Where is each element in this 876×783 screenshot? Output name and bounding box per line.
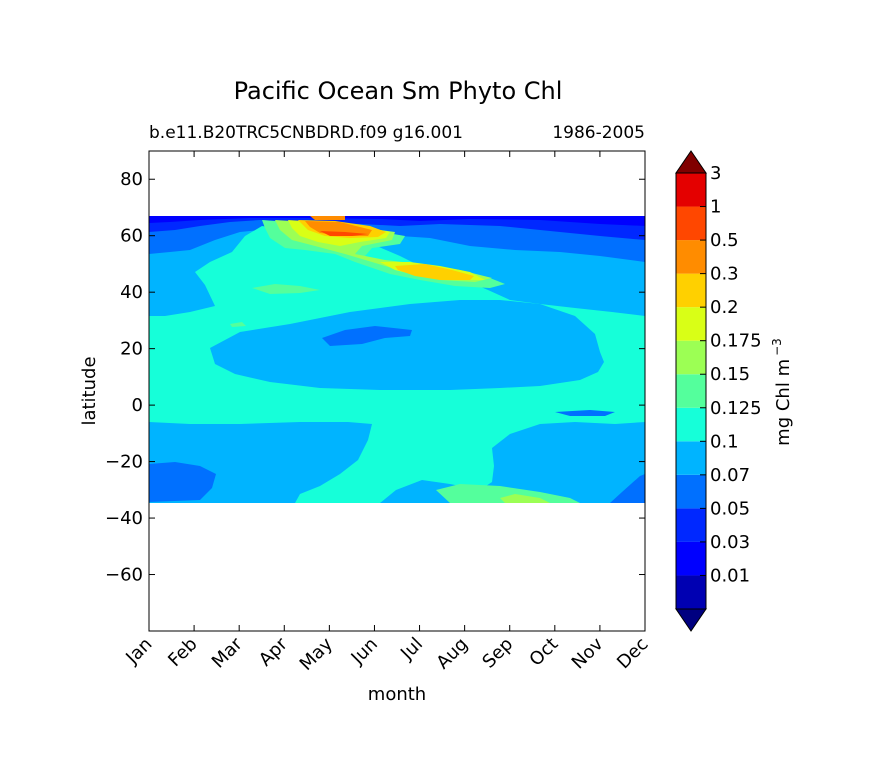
x-tick-label: Jan	[121, 634, 156, 669]
colorbar-swatch	[676, 407, 706, 442]
x-tick-label: May	[296, 633, 337, 674]
contour-region	[230, 322, 246, 327]
contour-region	[149, 462, 216, 502]
colorbar-tick-label: 0.125	[710, 398, 762, 419]
y-tick-label: 20	[120, 339, 143, 360]
plot-area: Jan Feb Mar Apr May Jun Jul Aug Sep Oct Nov Dec 80 6…	[105, 150, 653, 675]
colorbar-swatch	[676, 240, 706, 274]
colorbar-swatch	[676, 206, 706, 241]
y-axis-label: latitude	[79, 356, 100, 425]
colorbar-tick-label: 0.01	[710, 565, 750, 586]
colorbar-tick-label: 0.03	[710, 532, 750, 553]
colorbar-swatch	[676, 474, 706, 509]
colorbar-swatch	[676, 374, 706, 408]
colorbar-tick-label: 1	[710, 197, 721, 218]
contour-region	[500, 494, 550, 503]
x-tick-label: Mar	[208, 633, 247, 672]
y-tick-label: −60	[105, 565, 143, 586]
y-tick-label: 80	[120, 169, 143, 190]
contour-region	[210, 300, 604, 390]
colorbar-swatch	[676, 575, 706, 609]
colorbar-extend-high	[675, 150, 707, 174]
colorbar-swatch	[676, 340, 706, 375]
contour-region	[610, 474, 645, 503]
plot-frame	[148, 150, 646, 632]
colorbar-swatch	[676, 508, 706, 542]
y-tick-label: −40	[105, 508, 143, 529]
y-tick-label: 60	[120, 226, 143, 247]
colorbar-tick-label: 0.05	[710, 498, 750, 519]
colorbar-label: mg Chl m−3	[770, 338, 794, 446]
colorbar-swatch	[676, 441, 706, 475]
colorbar-tick-label: 0.15	[710, 364, 750, 385]
colorbar-tick-label: 3	[710, 163, 721, 184]
colorbar-swatch	[676, 273, 706, 308]
colorbar-tick-label: 0.3	[710, 264, 739, 285]
chart-subtitle-left: b.e11.B20TRC5CNBDRD.f09 g16.001	[149, 123, 463, 143]
x-tick-label: Jul	[396, 634, 427, 665]
colorbar-frame	[675, 172, 707, 610]
colorbar-tick-label: 0.2	[710, 297, 739, 318]
contour-region	[305, 216, 372, 236]
colorbar-tick-label: 0.5	[710, 230, 739, 251]
colorbar-swatch	[676, 307, 706, 341]
colorbar-tick-label: 0.1	[710, 431, 739, 452]
colorbar-extend-low	[675, 608, 707, 632]
x-tick-label: Oct	[525, 634, 562, 671]
x-tick-label: Dec	[613, 634, 652, 673]
y-axis: 80 60 40 20 0 −20 −40 −60	[105, 169, 645, 586]
contour-region	[555, 410, 615, 416]
contour-region	[322, 326, 412, 346]
x-tick-label: Aug	[432, 634, 472, 674]
colorbar: 0.01 0.03 0.05 0.07 0.1 0.125 0.15 0.175 0.2 0.3 0…	[675, 150, 762, 632]
colorbar-swatch	[676, 541, 706, 576]
x-tick-label: Sep	[478, 634, 517, 673]
contour-region	[436, 484, 580, 503]
colorbar-tick-label: 0.07	[710, 465, 750, 486]
x-tick-label: Jun	[347, 634, 382, 669]
contour-region	[320, 231, 368, 236]
colorbar-tick-label: 0.175	[710, 331, 762, 352]
x-tick-label: Nov	[568, 633, 608, 673]
colorbar-swatch	[676, 173, 706, 207]
x-tick-label: Apr	[255, 633, 292, 670]
contour-fills	[149, 216, 645, 503]
contour-region	[252, 284, 320, 294]
y-tick-label: 40	[120, 282, 143, 303]
contour-region	[149, 216, 645, 240]
chart-subtitle-right: 1986-2005	[552, 123, 645, 143]
y-tick-label: 0	[132, 395, 143, 416]
y-tick-label: −20	[105, 452, 143, 473]
x-axis-label: month	[368, 684, 426, 705]
chart-title: Pacific Ocean Sm Phyto Chl	[234, 77, 563, 105]
contour-region	[149, 216, 645, 226]
x-tick-label: Feb	[164, 634, 201, 671]
